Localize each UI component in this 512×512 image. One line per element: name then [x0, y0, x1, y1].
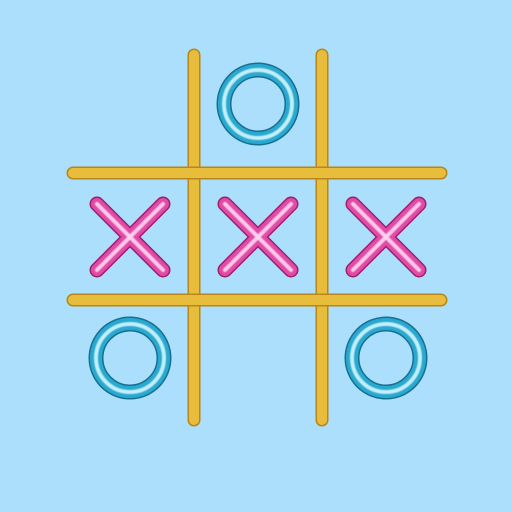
cell-r2-c3[interactable]	[328, 179, 444, 295]
cell-r2-c1[interactable]	[72, 179, 188, 295]
x-mark-icon	[345, 196, 427, 278]
x-mark-icon	[89, 196, 171, 278]
cell-r1-c2[interactable]	[200, 46, 316, 162]
o-ring-icon	[216, 62, 300, 146]
cell-r3-c3[interactable]	[328, 300, 444, 416]
cell-r1-c3[interactable]	[328, 46, 444, 162]
cell-r3-c1[interactable]	[72, 300, 188, 416]
board-cells	[72, 46, 444, 416]
cell-r1-c1[interactable]	[72, 46, 188, 162]
x-mark-icon	[217, 196, 299, 278]
o-ring-icon	[344, 316, 428, 400]
o-ring-icon	[88, 316, 172, 400]
cell-r3-c2[interactable]	[200, 300, 316, 416]
cell-r2-c2[interactable]	[200, 179, 316, 295]
grid-lines	[66, 48, 448, 427]
